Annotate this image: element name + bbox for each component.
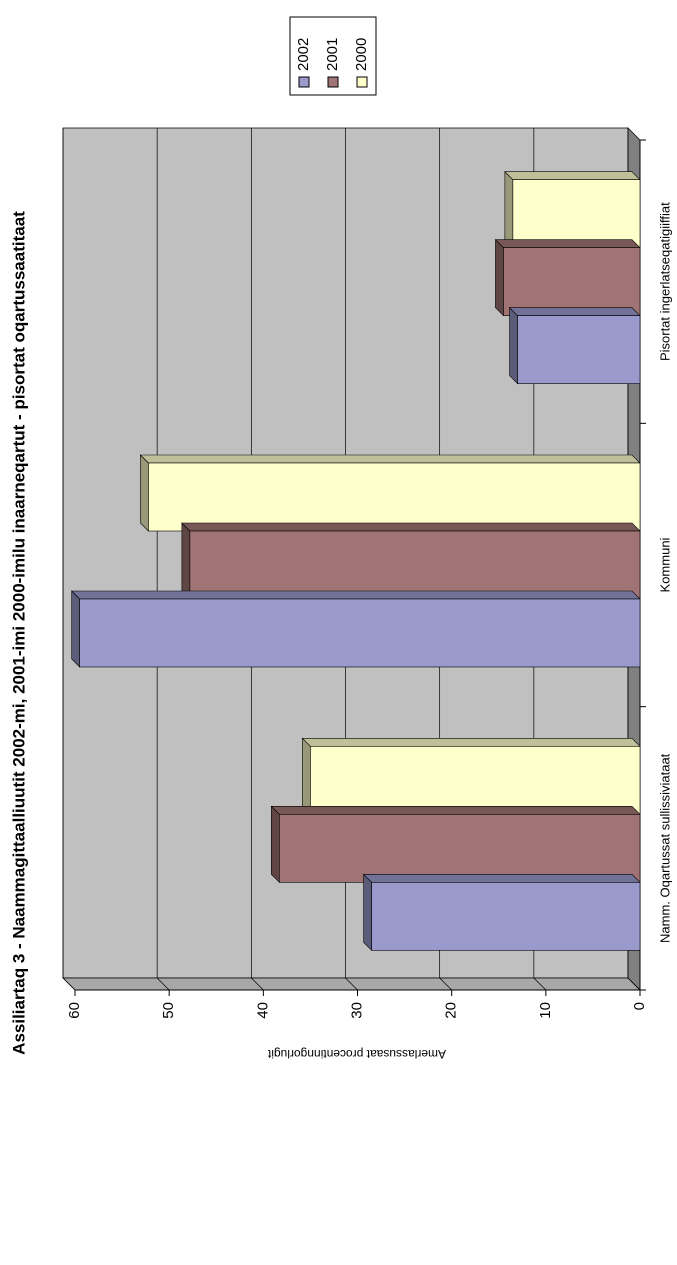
y-tick-label: 50 xyxy=(160,1002,177,1019)
legend-label: 2000 xyxy=(353,38,370,71)
bar-top xyxy=(495,238,504,317)
grid-line-side xyxy=(345,977,358,991)
legend-label: 2002 xyxy=(295,38,312,71)
chart-title: Assiliartaq 3 - Naammagittaalliuutit 200… xyxy=(9,211,28,1055)
x-tick-label: Kommuni xyxy=(657,537,672,592)
bar xyxy=(148,462,641,532)
y-tick-label: 10 xyxy=(537,1002,554,1019)
y-tick-label: 30 xyxy=(348,1002,365,1019)
grid-line-side xyxy=(627,977,641,991)
bar-side xyxy=(504,171,641,180)
bar-top xyxy=(140,454,149,532)
grid-line-side xyxy=(439,977,452,991)
legend-swatch xyxy=(356,76,368,88)
bar xyxy=(517,315,641,384)
legend-box xyxy=(289,16,377,96)
y-tick-label: 0 xyxy=(631,1002,648,1010)
bar xyxy=(512,179,641,248)
bar-top xyxy=(302,737,311,816)
bar-top xyxy=(509,306,518,385)
bar-side xyxy=(270,806,641,815)
bar xyxy=(310,746,641,815)
legend-label: 2001 xyxy=(324,38,341,71)
bar-side xyxy=(301,738,641,747)
y-tick-label: 20 xyxy=(443,1002,460,1019)
grid-line-side xyxy=(251,977,264,991)
grid-line-side xyxy=(156,977,170,991)
bar xyxy=(79,598,641,668)
bar-top xyxy=(71,590,81,668)
y-axis-title: Amerlassusaat procentinngorlugit xyxy=(267,1047,446,1061)
bar-side xyxy=(508,307,641,316)
bar-top xyxy=(363,873,372,952)
legend-swatch xyxy=(298,76,310,88)
bar xyxy=(279,814,641,883)
y-tick-label: 60 xyxy=(66,1002,83,1019)
bar-top xyxy=(181,522,191,600)
x-tick-label: Namm. Oqartussat sullissiviataat xyxy=(657,753,672,943)
bar xyxy=(371,882,641,951)
bar-top xyxy=(504,170,514,249)
bar-side xyxy=(181,522,641,532)
grid-line-side xyxy=(62,977,76,991)
bar-side xyxy=(139,454,641,464)
bar-side xyxy=(494,239,641,248)
rotated-chart: Assiliartaq 3 - Naammagittaalliuutit 200… xyxy=(9,16,672,1061)
y-tick-label: 40 xyxy=(254,1002,271,1019)
bar xyxy=(189,530,641,600)
bar-side xyxy=(70,590,641,600)
bar xyxy=(503,247,641,316)
bar-side xyxy=(362,874,641,883)
bar-top xyxy=(271,805,280,884)
legend-swatch xyxy=(327,76,339,88)
x-tick-label: Pisortat ingerlatseqatigiiffiat xyxy=(657,202,672,361)
grid-line-side xyxy=(533,977,547,991)
